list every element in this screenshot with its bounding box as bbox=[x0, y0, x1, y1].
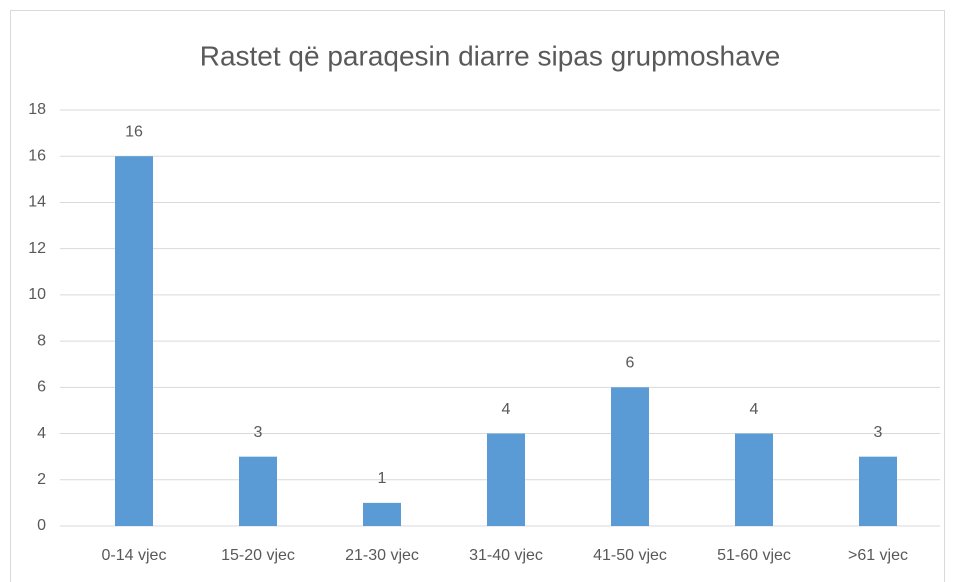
y-tick-label: 18 bbox=[28, 101, 46, 118]
y-tick-label: 0 bbox=[37, 517, 46, 534]
bar bbox=[363, 502, 401, 526]
x-tick-label: 31-40 vjec bbox=[469, 547, 543, 564]
data-label: 16 bbox=[125, 123, 143, 140]
data-label: 4 bbox=[750, 401, 759, 418]
data-label: 1 bbox=[378, 470, 387, 487]
chart-title: Rastet që paraqesin diarre sipas grupmos… bbox=[200, 40, 781, 71]
bar bbox=[611, 387, 649, 526]
data-label: 3 bbox=[254, 424, 263, 441]
x-tick-label: 15-20 vjec bbox=[221, 547, 295, 564]
y-tick-label: 16 bbox=[28, 147, 46, 164]
bar bbox=[859, 456, 897, 526]
x-tick-label: 51-60 vjec bbox=[717, 547, 791, 564]
chart-border bbox=[10, 10, 945, 582]
y-tick-label: 12 bbox=[28, 240, 46, 257]
x-tick-label: 0-14 vjec bbox=[102, 547, 167, 564]
y-tick-label: 10 bbox=[28, 286, 46, 303]
y-tick-label: 8 bbox=[37, 332, 46, 349]
x-tick-label: 41-50 vjec bbox=[593, 547, 667, 564]
y-tick-label: 6 bbox=[37, 379, 46, 396]
bar bbox=[487, 433, 525, 526]
x-tick-label: >61 vjec bbox=[848, 547, 908, 564]
data-label: 4 bbox=[502, 401, 511, 418]
x-tick-label: 21-30 vjec bbox=[345, 547, 419, 564]
data-label: 6 bbox=[626, 355, 635, 372]
bar bbox=[239, 456, 277, 526]
y-tick-label: 2 bbox=[37, 471, 46, 488]
data-label: 3 bbox=[874, 424, 883, 441]
bar bbox=[115, 156, 153, 526]
bar bbox=[735, 433, 773, 526]
y-tick-label: 14 bbox=[28, 194, 46, 211]
y-tick-label: 4 bbox=[37, 425, 46, 442]
